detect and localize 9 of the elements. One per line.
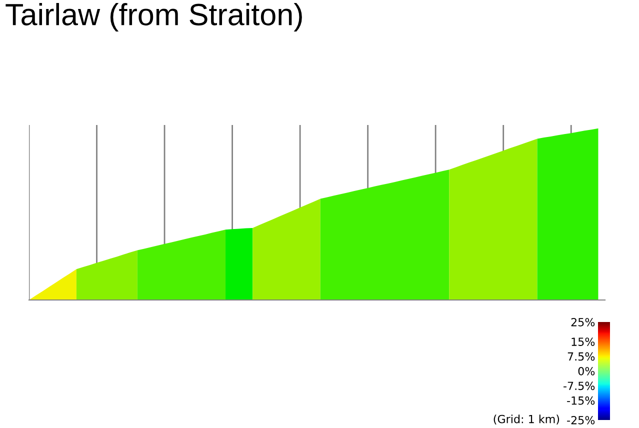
color-bar-label: -7.5%	[564, 382, 595, 390]
color-bar-label: 7.5%	[568, 352, 595, 361]
color-bar-label: 25%	[571, 318, 595, 326]
color-bar-label: -25%	[567, 416, 595, 424]
text: (Grid: 1 km)	[494, 414, 560, 425]
color-bar-label: 15%	[572, 338, 595, 346]
color-bar-label: 0%	[578, 366, 595, 376]
color-bar-label: -15%	[567, 396, 595, 405]
chart-title: Tairlaw (from Straiton)	[6, 3, 302, 32]
